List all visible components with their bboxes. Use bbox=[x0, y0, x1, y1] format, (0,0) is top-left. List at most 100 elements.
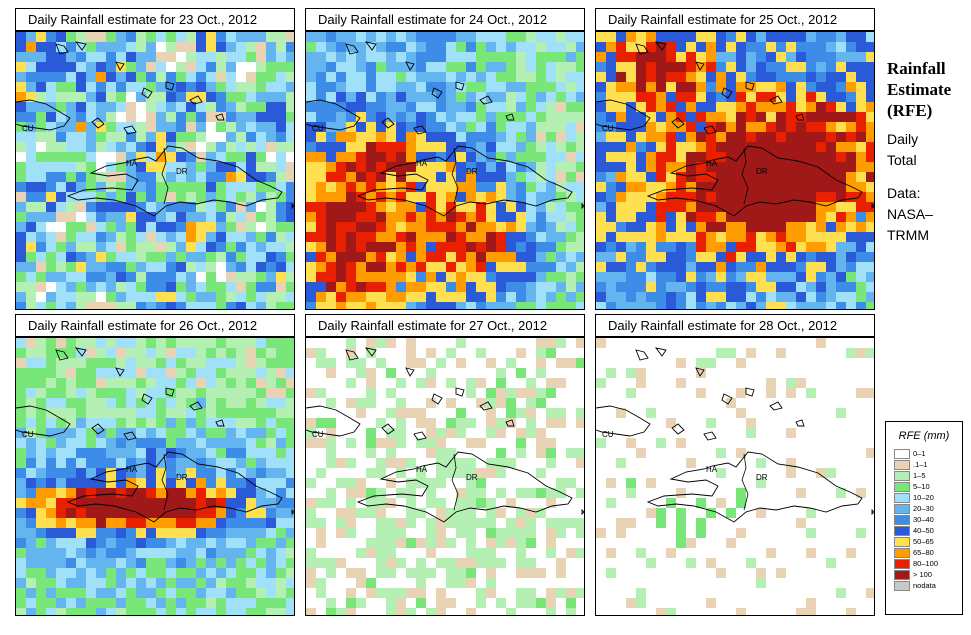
rainfall-cell bbox=[66, 132, 76, 142]
rainfall-cell bbox=[516, 212, 526, 222]
rainfall-cell bbox=[126, 488, 136, 498]
rainfall-cell bbox=[56, 52, 66, 62]
rainfall-cell bbox=[366, 338, 376, 348]
rainfall-cell bbox=[476, 72, 486, 82]
rainfall-cell bbox=[446, 32, 456, 42]
rainfall-cell bbox=[236, 252, 246, 262]
rainfall-cell bbox=[646, 132, 656, 142]
rainfall-cell bbox=[566, 588, 576, 598]
rainfall-cell bbox=[566, 518, 576, 528]
rainfall-cell bbox=[266, 448, 276, 458]
rainfall-cell bbox=[706, 292, 716, 302]
rainfall-cell bbox=[46, 348, 56, 358]
rainfall-cell bbox=[66, 368, 76, 378]
rainfall-cell bbox=[316, 202, 326, 212]
rainfall-cell bbox=[816, 72, 826, 82]
rainfall-cell bbox=[436, 42, 446, 52]
rainfall-cell bbox=[716, 192, 726, 202]
rainfall-cell bbox=[356, 252, 366, 262]
rainfall-cell bbox=[186, 548, 196, 558]
rainfall-cell bbox=[276, 408, 286, 418]
rainfall-cell bbox=[66, 82, 76, 92]
rainfall-cell bbox=[146, 172, 156, 182]
rainfall-cell bbox=[336, 112, 346, 122]
rainfall-cell bbox=[426, 62, 436, 72]
rainfall-cell bbox=[716, 42, 726, 52]
rainfall-cell bbox=[456, 508, 466, 518]
rainfall-cell bbox=[416, 578, 426, 588]
rainfall-cell bbox=[536, 122, 546, 132]
rainfall-cell bbox=[696, 72, 706, 82]
rainfall-cell bbox=[106, 242, 116, 252]
rainfall-cell bbox=[506, 608, 516, 615]
rainfall-cell bbox=[626, 82, 636, 92]
rainfall-cell bbox=[716, 262, 726, 272]
rainfall-cell bbox=[216, 92, 226, 102]
rainfall-cell bbox=[866, 388, 874, 398]
rainfall-cell bbox=[26, 162, 36, 172]
rainfall-cell bbox=[686, 162, 696, 172]
rainfall-cell bbox=[106, 568, 116, 578]
rainfall-cell bbox=[116, 358, 126, 368]
rainfall-cell bbox=[136, 458, 146, 468]
rainfall-cell bbox=[226, 282, 236, 292]
rainfall-cell bbox=[366, 232, 376, 242]
rainfall-cell bbox=[86, 292, 96, 302]
rainfall-cell bbox=[156, 548, 166, 558]
rainfall-cell bbox=[726, 508, 736, 518]
rainfall-cell bbox=[206, 538, 216, 548]
rainfall-cell bbox=[816, 152, 826, 162]
rainfall-cell bbox=[146, 388, 156, 398]
rainfall-cell bbox=[196, 358, 206, 368]
rainfall-cell bbox=[326, 32, 336, 42]
rainfall-cell bbox=[446, 518, 456, 528]
rainfall-cell bbox=[546, 152, 556, 162]
rainfall-cell bbox=[496, 192, 506, 202]
rainfall-cell bbox=[266, 538, 276, 548]
rainfall-cell bbox=[76, 438, 86, 448]
rainfall-cell bbox=[106, 232, 116, 242]
map-label-ha: HA bbox=[416, 159, 428, 168]
rainfall-cell bbox=[686, 142, 696, 152]
rainfall-cell bbox=[146, 508, 156, 518]
rainfall-cell bbox=[506, 538, 516, 548]
rainfall-cell bbox=[806, 528, 816, 538]
rainfall-cell bbox=[76, 282, 86, 292]
rainfall-cell bbox=[166, 292, 176, 302]
rainfall-cell bbox=[156, 568, 166, 578]
rainfall-cell bbox=[756, 102, 766, 112]
rainfall-cell bbox=[246, 142, 256, 152]
rainfall-cell bbox=[596, 192, 606, 202]
rainfall-cell bbox=[336, 302, 346, 309]
rainfall-cell bbox=[96, 588, 106, 598]
coastline bbox=[654, 347, 667, 357]
rainfall-cell bbox=[86, 458, 96, 468]
rainfall-cell bbox=[206, 608, 216, 615]
rainfall-cell bbox=[356, 112, 366, 122]
rainfall-cell bbox=[836, 32, 846, 42]
rainfall-cell bbox=[156, 142, 166, 152]
rainfall-cell bbox=[276, 588, 286, 598]
rainfall-cell bbox=[556, 358, 566, 368]
rainfall-cell bbox=[216, 518, 226, 528]
rainfall-cell bbox=[236, 518, 246, 528]
rainfall-cell bbox=[146, 92, 156, 102]
rainfall-cell bbox=[846, 52, 856, 62]
rainfall-cell bbox=[836, 222, 846, 232]
rainfall-cell bbox=[696, 252, 706, 262]
rainfall-cell bbox=[216, 548, 226, 558]
rainfall-cell bbox=[226, 568, 236, 578]
rainfall-cell bbox=[76, 192, 86, 202]
rainfall-cell bbox=[776, 212, 786, 222]
rainfall-cell bbox=[496, 152, 506, 162]
rainfall-cell bbox=[406, 212, 416, 222]
rainfall-cell bbox=[196, 548, 206, 558]
rainfall-cell bbox=[776, 62, 786, 72]
rainfall-cell bbox=[216, 82, 226, 92]
rainfall-cell bbox=[406, 52, 416, 62]
rainfall-cell bbox=[96, 508, 106, 518]
rainfall-cell bbox=[466, 242, 476, 252]
rainfall-cell bbox=[766, 172, 776, 182]
rainfall-cell bbox=[246, 578, 256, 588]
rainfall-cell bbox=[246, 588, 256, 598]
